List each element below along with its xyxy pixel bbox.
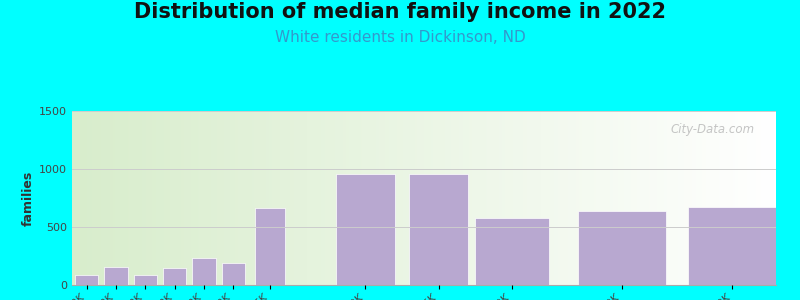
- Y-axis label: families: families: [22, 170, 35, 226]
- Bar: [336, 174, 394, 285]
- Text: White residents in Dickinson, ND: White residents in Dickinson, ND: [274, 30, 526, 45]
- Text: City-Data.com: City-Data.com: [670, 123, 755, 136]
- Bar: [163, 268, 186, 285]
- Text: Distribution of median family income in 2022: Distribution of median family income in …: [134, 2, 666, 22]
- Bar: [578, 211, 666, 285]
- Bar: [104, 267, 128, 285]
- Bar: [222, 263, 245, 285]
- Bar: [410, 174, 468, 285]
- Bar: [134, 274, 157, 285]
- Bar: [475, 218, 549, 285]
- Bar: [255, 208, 285, 285]
- Bar: [75, 274, 98, 285]
- Bar: [192, 258, 216, 285]
- Bar: [688, 207, 776, 285]
